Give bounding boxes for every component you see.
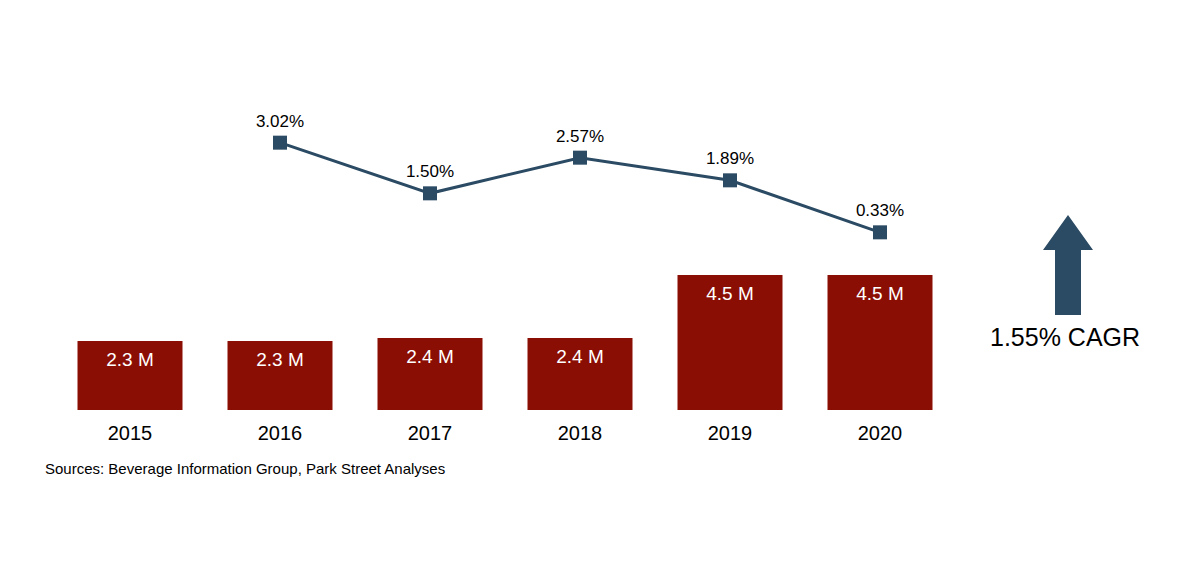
html-text:Sources: Beverage Information: Sources: Beverage Information Group, Par… bbox=[45, 460, 446, 477]
svg-text:2017: 2017 bbox=[408, 422, 453, 444]
svg-text:2020: 2020 bbox=[858, 422, 903, 444]
svg-text:2.57%: 2.57% bbox=[556, 127, 604, 146]
svg-text:4.5 M: 4.5 M bbox=[856, 283, 904, 304]
svg-text:1.89%: 1.89% bbox=[706, 149, 754, 168]
svg-text:2.3 M: 2.3 M bbox=[106, 349, 154, 370]
svg-text:0.33%: 0.33% bbox=[856, 201, 904, 220]
svg-text:2.4 M: 2.4 M bbox=[556, 346, 604, 367]
svg-text:3.02%: 3.02% bbox=[256, 112, 304, 131]
svg-text:4.5 M: 4.5 M bbox=[706, 283, 754, 304]
html-text:1.55% CAGR: 1.55% CAGR bbox=[990, 323, 1141, 351]
svg-text:2.4 M: 2.4 M bbox=[406, 346, 454, 367]
svg-text:2018: 2018 bbox=[558, 422, 603, 444]
svg-text:1.50%: 1.50% bbox=[406, 162, 454, 181]
svg-text:2015: 2015 bbox=[108, 422, 153, 444]
svg-text:2019: 2019 bbox=[708, 422, 753, 444]
svg-text:2.3 M: 2.3 M bbox=[256, 349, 304, 370]
svg-text:2016: 2016 bbox=[258, 422, 303, 444]
